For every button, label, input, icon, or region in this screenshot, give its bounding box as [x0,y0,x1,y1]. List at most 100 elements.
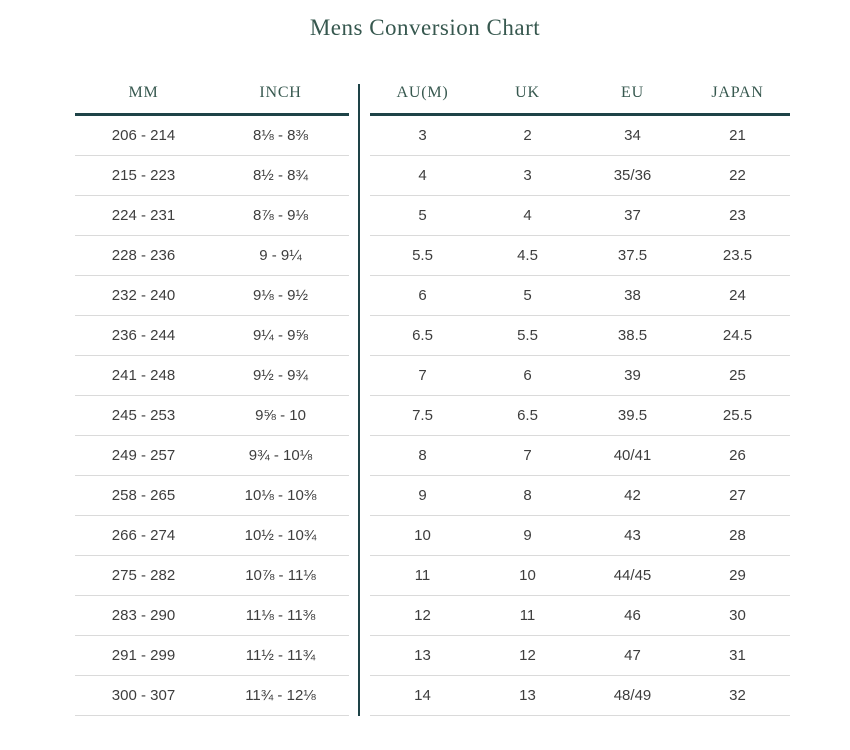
page-title: Mens Conversion Chart [309,15,541,40]
table-row: 8 7 40/41 26 [370,435,790,476]
table-row: 3 2 34 21 [370,114,790,156]
table-cell-uk: 13 [475,675,580,716]
table-cell-au-m: 4 [370,155,475,196]
table-row: 232 - 240 9⅛ - 9½ [75,275,349,316]
table-cell-uk: 6.5 [475,395,580,436]
table-cell-mm: 228 - 236 [75,235,212,276]
column-header-uk: UK [475,84,580,116]
table-cell-mm: 236 - 244 [75,315,212,356]
table-cell-japan: 25.5 [685,395,790,436]
table-cell-uk: 5 [475,275,580,316]
table-cell-au-m: 12 [370,595,475,636]
table-row: 4 3 35/36 22 [370,155,790,196]
table-cell-mm: 258 - 265 [75,475,212,516]
table-cell-au-m: 9 [370,475,475,516]
table-cell-eu: 43 [580,515,685,556]
table-cell-au-m: 11 [370,555,475,596]
mm-inch-table: MM INCH 206 - 214 8⅛ - 8⅜ 215 - 223 8½ - 8¾ 2… [75,84,349,716]
table-cell-uk: 6 [475,355,580,396]
table-cell-japan: 29 [685,555,790,596]
table-cell-uk: 2 [475,114,580,156]
table-cell-japan: 24.5 [685,315,790,356]
table-row: 300 - 307 11¾ - 12⅛ [75,675,349,716]
table-cell-inch: 8⅛ - 8⅜ [212,114,349,156]
table-cell-mm: 206 - 214 [75,114,212,156]
table-cell-au-m: 7 [370,355,475,396]
table-cell-uk: 7 [475,435,580,476]
size-section-regions: AU(M) UK EU JAPAN 3 2 34 21 4 3 35/36 22 5 4 37 23 5.5 4… [370,84,790,716]
table-row: 283 - 290 11⅛ - 11⅜ [75,595,349,636]
table-row: 9 8 42 27 [370,475,790,516]
table-row: 228 - 236 9 - 9¼ [75,235,349,276]
table-cell-eu: 35/36 [580,155,685,196]
table-cell-uk: 9 [475,515,580,556]
table-cell-mm: 224 - 231 [75,195,212,236]
table-cell-japan: 26 [685,435,790,476]
table-row: 291 - 299 11½ - 11¾ [75,635,349,676]
table-row: 249 - 257 9¾ - 10⅛ [75,435,349,476]
table-cell-japan: 23 [685,195,790,236]
table-cell-au-m: 13 [370,635,475,676]
regions-table-body: 3 2 34 21 4 3 35/36 22 5 4 37 23 5.5 4.5 37.5 23.5 6 5 38 2… [370,114,790,716]
table-cell-eu: 42 [580,475,685,516]
table-cell-mm: 300 - 307 [75,675,212,716]
header-row: MM INCH [75,84,349,116]
table-cell-mm: 249 - 257 [75,435,212,476]
table-cell-inch: 9½ - 9¾ [212,355,349,396]
table-cell-au-m: 5 [370,195,475,236]
table-cell-inch: 11½ - 11¾ [212,635,349,676]
table-row: 224 - 231 8⅞ - 9⅛ [75,195,349,236]
table-cell-au-m: 5.5 [370,235,475,276]
table-cell-japan: 23.5 [685,235,790,276]
table-row: 11 10 44/45 29 [370,555,790,596]
table-cell-au-m: 8 [370,435,475,476]
table-cell-eu: 40/41 [580,435,685,476]
table-cell-uk: 4 [475,195,580,236]
table-cell-au-m: 6.5 [370,315,475,356]
table-cell-eu: 44/45 [580,555,685,596]
section-divider [358,84,360,716]
table-cell-inch: 9⅛ - 9½ [212,275,349,316]
table-cell-eu: 38 [580,275,685,316]
table-cell-mm: 245 - 253 [75,395,212,436]
table-row: 266 - 274 10½ - 10¾ [75,515,349,556]
table-row: 241 - 248 9½ - 9¾ [75,355,349,396]
table-cell-mm: 275 - 282 [75,555,212,596]
table-row: 6.5 5.5 38.5 24.5 [370,315,790,356]
table-cell-inch: 10½ - 10¾ [212,515,349,556]
table-cell-japan: 24 [685,275,790,316]
table-cell-au-m: 6 [370,275,475,316]
table-cell-inch: 10⅛ - 10⅜ [212,475,349,516]
table-cell-uk: 4.5 [475,235,580,276]
table-row: 14 13 48/49 32 [370,675,790,716]
table-row: 5 4 37 23 [370,195,790,236]
table-row: 206 - 214 8⅛ - 8⅜ [75,114,349,156]
table-row: 258 - 265 10⅛ - 10⅜ [75,475,349,516]
table-cell-inch: 9¾ - 10⅛ [212,435,349,476]
table-cell-inch: 9 - 9¼ [212,235,349,276]
table-cell-inch: 11⅛ - 11⅜ [212,595,349,636]
table-cell-inch: 8½ - 8¾ [212,155,349,196]
table-cell-eu: 47 [580,635,685,676]
mm-inch-table-body: 206 - 214 8⅛ - 8⅜ 215 - 223 8½ - 8¾ 224 - 23… [75,114,349,716]
table-row: 245 - 253 9⅝ - 10 [75,395,349,436]
table-cell-eu: 37 [580,195,685,236]
table-cell-eu: 39.5 [580,395,685,436]
table-cell-mm: 291 - 299 [75,635,212,676]
table-cell-uk: 5.5 [475,315,580,356]
table-cell-mm: 215 - 223 [75,155,212,196]
table-row: 236 - 244 9¼ - 9⅝ [75,315,349,356]
header-row: AU(M) UK EU JAPAN [370,84,790,116]
table-cell-mm: 232 - 240 [75,275,212,316]
table-cell-inch: 11¾ - 12⅛ [212,675,349,716]
size-section-mm-inch: MM INCH 206 - 214 8⅛ - 8⅜ 215 - 223 8½ - 8¾ 2… [75,84,349,716]
table-row: 7 6 39 25 [370,355,790,396]
table-cell-au-m: 3 [370,114,475,156]
column-header-japan: JAPAN [685,84,790,116]
table-cell-japan: 31 [685,635,790,676]
regions-table: AU(M) UK EU JAPAN 3 2 34 21 4 3 35/36 22 5 4 37 23 5.5 4… [370,84,790,716]
column-header-eu: EU [580,84,685,116]
table-cell-au-m: 10 [370,515,475,556]
table-cell-uk: 8 [475,475,580,516]
table-row: 6 5 38 24 [370,275,790,316]
